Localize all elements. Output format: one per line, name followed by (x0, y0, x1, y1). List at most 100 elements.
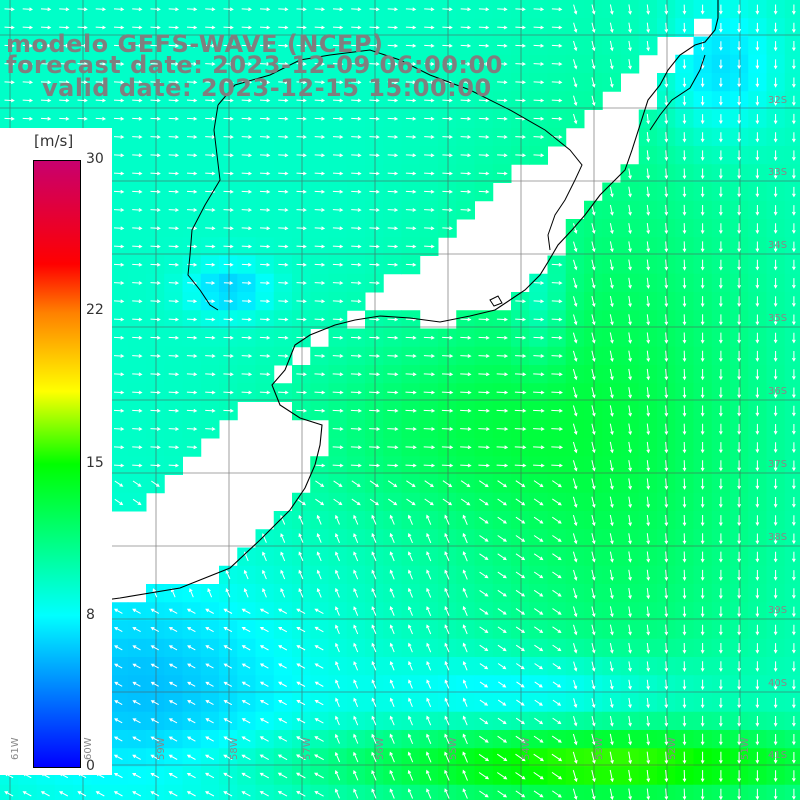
wind-arrow (387, 43, 399, 48)
wind-arrow (314, 372, 326, 377)
wind-arrow (700, 751, 705, 765)
wind-arrow (259, 80, 271, 85)
wind-arrow (260, 299, 271, 304)
wind-arrow (479, 681, 489, 688)
wind-arrow (646, 332, 651, 344)
wind-arrow (407, 751, 414, 763)
wind-arrow (573, 40, 578, 52)
wind-arrow (280, 587, 286, 598)
wind-arrow (241, 700, 251, 706)
wind-arrow (573, 277, 578, 289)
wind-arrow (791, 387, 796, 399)
wind-arrow (700, 114, 705, 125)
wind-arrow (515, 354, 527, 358)
wind-arrow (609, 588, 614, 600)
wind-arrow (405, 354, 417, 358)
wind-arrow (791, 41, 796, 52)
wind-arrow (353, 751, 359, 763)
wind-arrow (113, 773, 123, 779)
wind-arrow (223, 25, 234, 30)
wind-arrow (278, 135, 289, 139)
wind-arrow (150, 189, 161, 194)
wind-arrow (682, 332, 687, 344)
wind-arrow (478, 135, 490, 139)
wind-speed-cell (182, 784, 202, 800)
wind-arrow (591, 769, 596, 783)
wind-arrow (426, 733, 432, 744)
wind-arrow (664, 405, 669, 417)
wind-arrow (791, 77, 796, 88)
wind-arrow (350, 427, 362, 431)
wind-arrow (223, 772, 233, 779)
wind-arrow (353, 514, 359, 525)
wind-arrow (682, 642, 687, 654)
wind-arrow (405, 408, 417, 413)
wind-arrow (444, 605, 450, 616)
wind-arrow (132, 754, 141, 760)
wind-arrow (609, 387, 614, 399)
wind-arrow (462, 715, 468, 726)
wind-arrow (150, 681, 159, 687)
wind-arrow (664, 606, 669, 618)
wind-arrow (389, 606, 395, 616)
wind-arrow (405, 226, 417, 231)
wind-arrow (335, 697, 340, 707)
wind-arrow (496, 335, 508, 340)
wind-arrow (646, 405, 651, 417)
wind-arrow (755, 41, 760, 52)
wind-arrow (552, 699, 562, 706)
wind-arrow (4, 62, 15, 66)
wind-arrow (572, 350, 578, 362)
wind-arrow (371, 660, 377, 671)
wind-arrow (496, 445, 509, 450)
wind-arrow (351, 281, 362, 285)
wind-arrow (573, 22, 578, 33)
wind-speed-cell (200, 784, 220, 800)
wind-arrow (205, 772, 215, 779)
wind-arrow (296, 98, 307, 103)
wind-arrow (150, 773, 160, 779)
wind-arrow (350, 390, 362, 395)
wind-arrow (296, 700, 306, 706)
wind-speed-cell (401, 784, 421, 800)
wind-arrow (791, 223, 796, 234)
wind-arrow (277, 772, 288, 779)
wind-arrow (700, 168, 705, 180)
wind-arrow (515, 516, 526, 524)
wind-arrow (700, 770, 705, 783)
wind-arrow (150, 427, 161, 431)
wind-arrow (718, 697, 723, 709)
wind-arrow (259, 663, 269, 669)
wind-arrow (259, 608, 269, 614)
wind-arrow (369, 62, 380, 66)
wind-arrow (755, 533, 760, 545)
wind-arrow (737, 4, 742, 15)
wind-arrow (369, 463, 381, 468)
wind-arrow (296, 189, 307, 194)
wind-arrow (424, 98, 435, 103)
wind-arrow (497, 735, 508, 743)
wind-arrow (369, 335, 381, 340)
wind-arrow (552, 571, 562, 579)
wind-arrow (405, 208, 417, 212)
wind-arrow (755, 168, 760, 180)
wind-arrow (478, 335, 490, 340)
wind-arrow (315, 480, 325, 487)
wind-arrow (572, 514, 578, 527)
wind-arrow (132, 244, 143, 249)
wind-arrow (682, 533, 687, 545)
wind-speed-cell (474, 784, 494, 800)
wind-arrow (353, 661, 359, 671)
wind-arrow (460, 153, 472, 158)
wind-arrow (278, 62, 289, 66)
wind-arrow (479, 589, 489, 597)
wind-arrow (387, 408, 399, 413)
wind-arrow (442, 171, 453, 176)
wind-arrow (241, 189, 253, 194)
wind-arrow (407, 532, 413, 544)
wind-arrow (591, 405, 596, 417)
wind-arrow (533, 589, 544, 597)
wind-arrow (628, 715, 632, 727)
wind-arrow (533, 445, 545, 450)
